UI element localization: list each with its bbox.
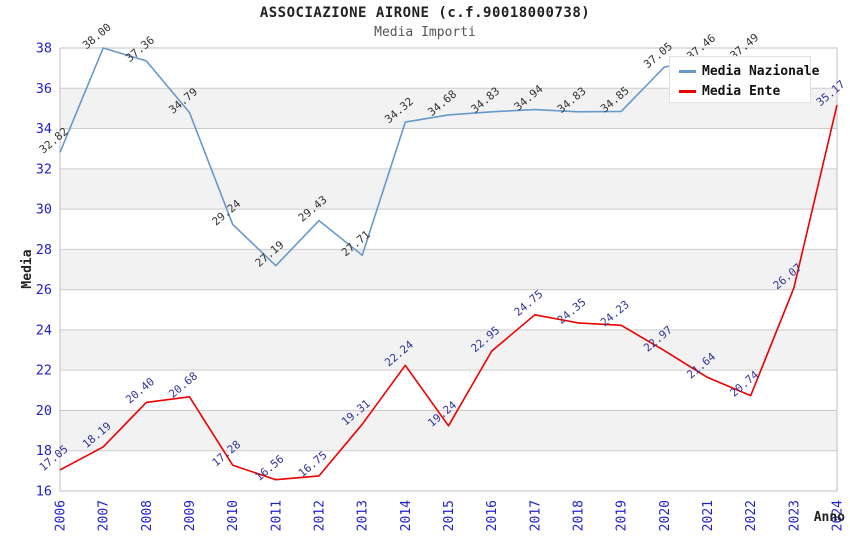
x-axis-title: Anno: [814, 510, 845, 525]
media-ente-line-swatch: [679, 89, 696, 93]
background-band: [60, 410, 837, 451]
legend-item-media-ente: Media Ente: [670, 81, 810, 101]
background-band: [60, 128, 837, 169]
x-tick-label: 2006: [54, 500, 69, 531]
y-axis-title: Media: [20, 249, 35, 288]
data-point-label: 38.00: [80, 21, 114, 52]
x-tick-label: 2024: [831, 500, 846, 531]
x-tick-label: 2018: [572, 500, 587, 531]
y-tick-label: 18: [36, 443, 52, 459]
y-tick-label: 24: [36, 322, 52, 338]
y-tick-label: 20: [36, 403, 52, 419]
plot-border: [59, 47, 838, 492]
legend-label-media-ente: Media Ente: [702, 83, 781, 99]
background-band: [60, 209, 837, 250]
x-tick-label: 2008: [140, 500, 155, 531]
x-tick-label: 2013: [356, 500, 371, 531]
y-tick-label: 30: [36, 202, 52, 218]
x-tick-label: 2015: [442, 500, 457, 531]
x-tick-label: 2009: [183, 500, 198, 531]
series-line-media-nazionale: [59, 47, 751, 267]
y-tick-label: 36: [36, 81, 52, 97]
y-tick-label: 34: [36, 121, 52, 137]
legend: Media Nazionale Media Ente: [669, 56, 819, 103]
chart-title: ASSOCIAZIONE AIRONE (c.f.90018000738): [259, 5, 591, 21]
legend-label-media-nazionale: Media Nazionale: [702, 63, 820, 79]
series-line-media-ente: [59, 104, 838, 481]
x-tick-label: 2020: [658, 500, 673, 531]
y-tick-label: 16: [36, 484, 52, 500]
y-tick-label: 32: [36, 161, 52, 177]
background-band: [60, 249, 837, 290]
x-tick-label: 2011: [269, 500, 284, 531]
x-tick-label: 2019: [615, 500, 630, 531]
legend-item-media-nazionale: Media Nazionale: [670, 61, 819, 81]
x-tick-label: 2016: [485, 500, 500, 531]
background-band: [60, 289, 837, 330]
y-tick-label: 38: [36, 41, 52, 57]
x-tick-label: 2021: [701, 500, 716, 531]
y-tick-label: 26: [36, 282, 52, 298]
x-tick-label: 2012: [313, 500, 328, 531]
x-tick-label: 2017: [528, 500, 543, 531]
background-band: [60, 450, 837, 491]
x-tick-label: 2022: [744, 500, 759, 531]
media-nazionale-line-swatch: [679, 69, 696, 73]
y-tick-label: 28: [36, 242, 52, 258]
x-tick-label: 2010: [226, 500, 241, 531]
x-tick-label: 2023: [787, 500, 802, 531]
x-tick-label: 2007: [97, 500, 112, 531]
background-band: [60, 168, 837, 210]
x-tick-label: 2014: [399, 500, 414, 531]
background-band: [60, 329, 837, 371]
chart-subtitle: Media Importi: [374, 25, 476, 40]
y-tick-label: 22: [36, 363, 52, 379]
